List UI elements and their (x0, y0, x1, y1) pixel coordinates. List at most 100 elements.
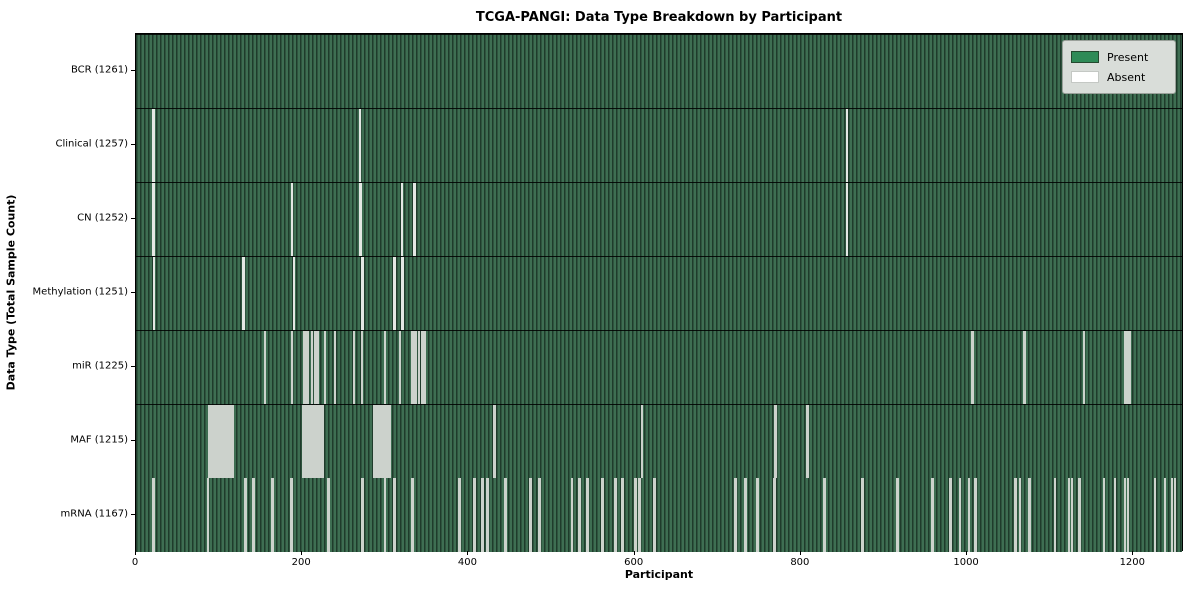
y-tick-label-BCR: BCR (1261) (70, 64, 128, 76)
x-tick-mark (301, 551, 303, 555)
absent-stripe (152, 257, 155, 330)
absent-stripe (622, 478, 625, 552)
absent-stripe (1015, 478, 1018, 552)
row-miR (136, 330, 1182, 404)
absent-stripe (421, 331, 424, 404)
y-tick-mark (131, 440, 135, 441)
absent-stripe (1129, 331, 1132, 404)
absent-stripe (386, 405, 389, 478)
absent-stripe (226, 405, 229, 478)
absent-stripe (382, 405, 385, 478)
absent-stripe (411, 478, 414, 552)
absent-stripe (634, 478, 637, 552)
y-tick-mark (131, 366, 135, 367)
absent-stripe (383, 331, 386, 404)
x-tick-mark (467, 551, 469, 555)
row-CN (136, 182, 1182, 256)
absent-stripe (253, 478, 256, 552)
absent-stripe (317, 331, 320, 404)
absent-stripe (307, 405, 310, 478)
legend-present-label: Present (1107, 50, 1149, 64)
absent-stripe (231, 405, 234, 478)
absent-stripe (243, 257, 246, 330)
x-tick-label-400: 400 (457, 557, 477, 568)
row-Methylation (136, 256, 1182, 330)
absent-stripe (313, 405, 316, 478)
absent-stripe (735, 478, 738, 552)
absent-stripe (974, 478, 977, 552)
absent-stripe (352, 331, 355, 404)
absent-stripe (1068, 478, 1071, 552)
absent-stripe (313, 331, 316, 404)
absent-stripe (1070, 478, 1073, 552)
absent-stripe (1154, 478, 1157, 552)
absent-stripe (303, 331, 306, 404)
absent-stripe (303, 405, 306, 478)
absent-stripe (474, 478, 477, 552)
absent-stripe (322, 405, 325, 478)
absent-stripe (372, 405, 375, 478)
absent-stripe (374, 405, 377, 478)
absent-stripe (494, 405, 497, 478)
absent-stripe (211, 405, 214, 478)
absent-stripe (302, 405, 305, 478)
absent-stripe (1028, 478, 1031, 552)
absent-stripe (415, 331, 418, 404)
absent-stripe (1023, 331, 1026, 404)
legend-absent-label: Absent (1107, 70, 1146, 84)
y-tick-label-Methylation: Methylation (1251) (32, 286, 128, 298)
absent-stripe (775, 405, 778, 478)
absent-stripe (967, 478, 970, 552)
absent-stripe (290, 478, 293, 552)
absent-stripe (417, 331, 420, 404)
absent-stripe (845, 183, 848, 256)
absent-stripe (774, 478, 777, 552)
absent-stripe (293, 257, 296, 330)
y-tick-label-mRNA: mRNA (1167) (60, 508, 128, 520)
absent-stripe (897, 478, 900, 552)
absent-stripe (413, 183, 416, 256)
x-tick-mark (633, 551, 635, 555)
absent-stripe (362, 478, 365, 552)
y-tick-label-Clinical: Clinical (1257) (55, 138, 129, 150)
absent-stripe (317, 405, 320, 478)
absent-stripe (244, 478, 247, 552)
absent-stripe (1019, 478, 1022, 552)
absent-stripe (214, 405, 217, 478)
absent-stripe (379, 405, 382, 478)
absent-stripe (398, 331, 401, 404)
x-tick-mark (966, 551, 968, 555)
absent-stripe (1103, 478, 1106, 552)
absent-stripe (209, 405, 212, 478)
absent-stripe (272, 478, 275, 552)
chart-title: TCGA-PANGI: Data Type Breakdown by Parti… (475, 10, 843, 25)
legend-entry-absent: Absent (1071, 67, 1167, 87)
absent-stripe (424, 331, 427, 404)
absent-stripe (310, 405, 313, 478)
y-tick-label-MAF: MAF (1215) (70, 434, 128, 446)
absent-stripe (381, 405, 384, 478)
x-tick-label-600: 600 (624, 557, 644, 568)
x-tick-label-1200: 1200 (1119, 557, 1146, 568)
absent-stripe (653, 478, 656, 552)
absent-stripe (932, 478, 935, 552)
absent-stripe (362, 257, 365, 330)
absent-stripe (638, 478, 641, 552)
absent-stripe (1124, 331, 1127, 404)
absent-stripe (221, 405, 224, 478)
absent-stripe (384, 405, 387, 478)
absent-stripe (578, 478, 581, 552)
absent-stripe (263, 331, 266, 404)
legend-entry-present: Present (1071, 47, 1167, 67)
absent-stripe (641, 405, 644, 478)
legend-present-swatch (1071, 51, 1099, 63)
absent-stripe (311, 331, 314, 404)
absent-stripe (745, 478, 748, 552)
x-tick-label-0: 0 (131, 557, 139, 568)
absent-stripe (219, 405, 222, 478)
absent-stripe (223, 405, 226, 478)
absent-stripe (845, 109, 848, 182)
x-tick-mark (1132, 551, 1134, 555)
y-tick-mark (131, 514, 135, 515)
absent-stripe (213, 405, 216, 478)
